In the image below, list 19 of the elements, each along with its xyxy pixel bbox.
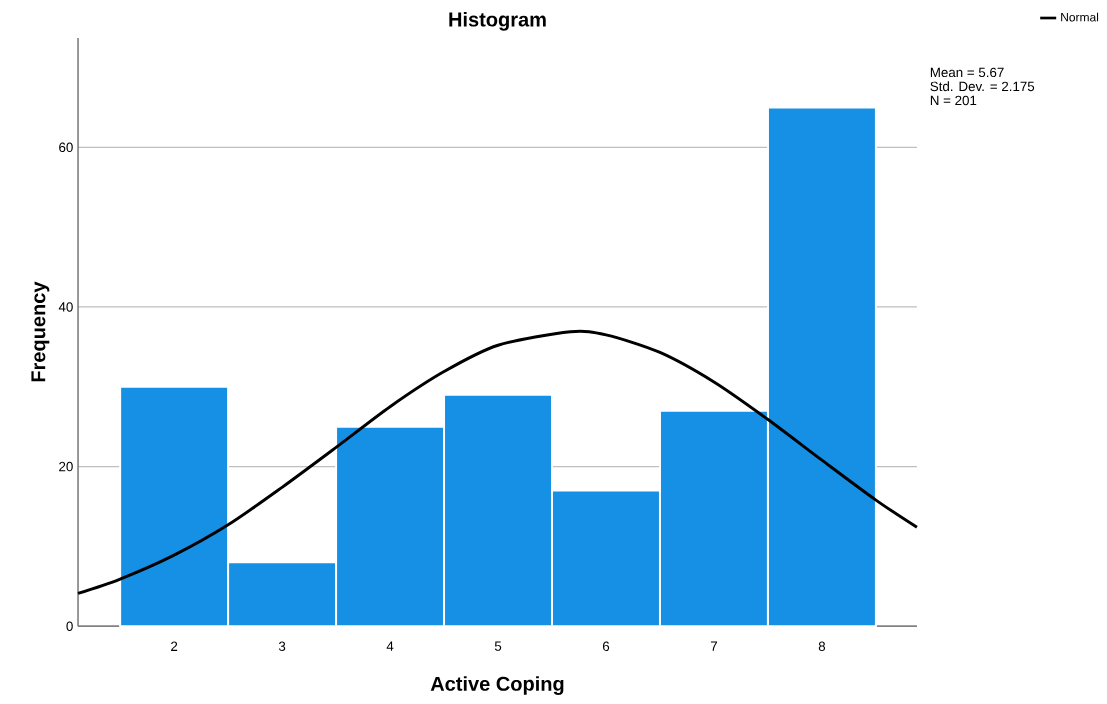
y-tick-label: 0 [66,621,73,631]
x-tick-label: 4 [386,641,394,651]
x-tick-label: 3 [278,641,286,651]
y-axis-title: Frequency [31,281,50,382]
x-tick-label: 2 [171,641,178,651]
text: Std. Dev. = 2.175 [930,81,1035,92]
y-tick-label: 20 [59,461,73,472]
text: Mean = 5.67 [930,67,1004,78]
line-series [76,329,919,595]
x-tick-label: 6 [602,641,610,651]
legend-label: Normal [1061,12,1099,22]
x-tick-label: 5 [494,641,502,651]
x-axis-title: Active Coping [430,676,564,695]
x-tick-label: 7 [710,641,718,651]
x-tick-label: 8 [818,641,826,651]
chart-title: Histogram [449,11,546,31]
y-tick-label: 40 [58,302,73,312]
y-tick-label: 60 [59,142,73,152]
text: N = 201 [930,95,977,106]
